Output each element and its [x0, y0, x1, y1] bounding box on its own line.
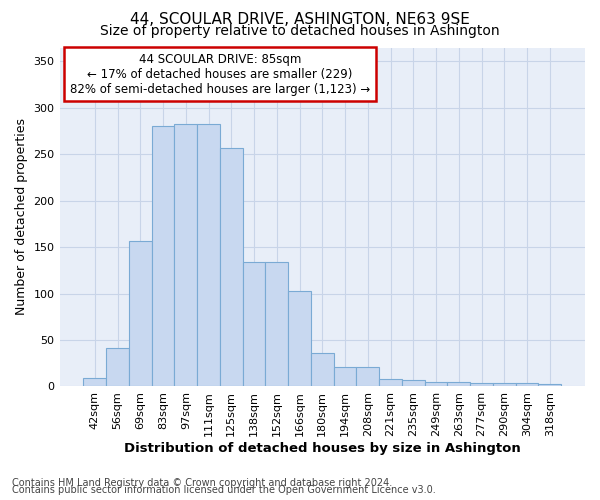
- Bar: [220, 148, 242, 386]
- Bar: [242, 262, 265, 386]
- Bar: [175, 124, 197, 386]
- Y-axis label: Number of detached properties: Number of detached properties: [15, 118, 28, 316]
- Bar: [538, 384, 561, 386]
- Bar: [265, 262, 288, 386]
- Bar: [379, 379, 402, 386]
- Bar: [106, 348, 129, 387]
- Text: Contains public sector information licensed under the Open Government Licence v3: Contains public sector information licen…: [12, 485, 436, 495]
- Bar: [448, 382, 470, 386]
- Bar: [197, 124, 220, 386]
- Bar: [425, 382, 448, 386]
- Bar: [470, 382, 493, 386]
- Bar: [402, 380, 425, 386]
- Text: 44 SCOULAR DRIVE: 85sqm
← 17% of detached houses are smaller (229)
82% of semi-d: 44 SCOULAR DRIVE: 85sqm ← 17% of detache…: [70, 52, 370, 96]
- Text: 44, SCOULAR DRIVE, ASHINGTON, NE63 9SE: 44, SCOULAR DRIVE, ASHINGTON, NE63 9SE: [130, 12, 470, 28]
- Bar: [129, 240, 152, 386]
- Bar: [493, 382, 515, 386]
- Bar: [288, 291, 311, 386]
- Bar: [311, 353, 334, 386]
- Text: Contains HM Land Registry data © Crown copyright and database right 2024.: Contains HM Land Registry data © Crown c…: [12, 478, 392, 488]
- X-axis label: Distribution of detached houses by size in Ashington: Distribution of detached houses by size …: [124, 442, 521, 455]
- Bar: [334, 367, 356, 386]
- Bar: [515, 382, 538, 386]
- Bar: [152, 126, 175, 386]
- Text: Size of property relative to detached houses in Ashington: Size of property relative to detached ho…: [100, 24, 500, 38]
- Bar: [356, 367, 379, 386]
- Bar: [83, 378, 106, 386]
